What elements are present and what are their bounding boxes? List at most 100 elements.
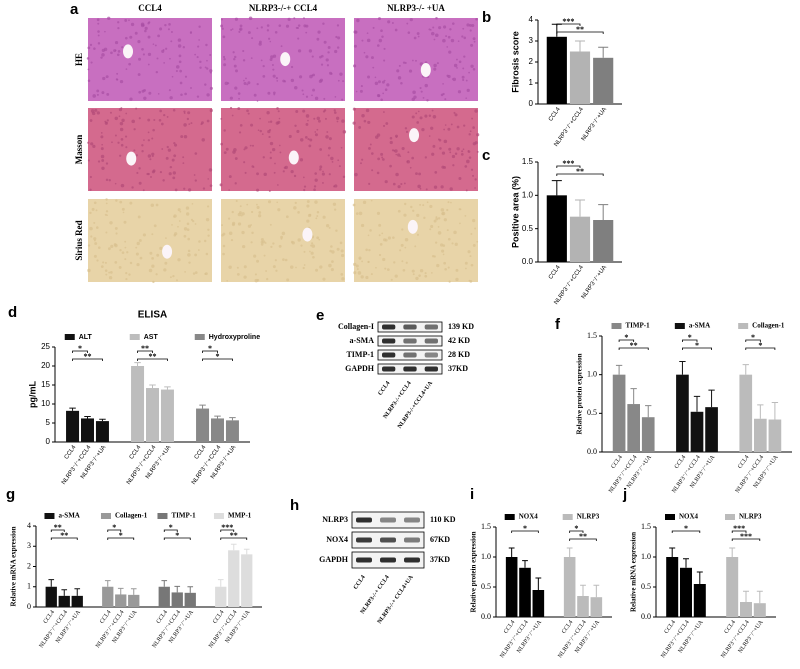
texture: [314, 131, 317, 133]
texture: [435, 241, 438, 244]
texture: [228, 189, 230, 191]
texture: [206, 119, 210, 123]
texture: [303, 264, 306, 266]
texture: [238, 30, 241, 33]
texture: [417, 110, 420, 113]
texture: [136, 262, 140, 267]
texture: [164, 261, 168, 265]
texture: [374, 81, 379, 86]
bar: [95, 421, 109, 442]
texture: [178, 54, 182, 58]
texture: [470, 64, 474, 68]
texture: [366, 38, 371, 43]
texture: [114, 260, 118, 264]
error-bar: [117, 587, 124, 595]
texture: [89, 226, 93, 231]
texture: [160, 122, 164, 126]
texture: [336, 120, 339, 123]
texture: [446, 208, 449, 212]
texture: [458, 60, 462, 64]
texture: [256, 83, 259, 86]
bar: [590, 597, 603, 617]
texture: [341, 98, 344, 101]
texture: [352, 121, 356, 125]
bar: [726, 557, 739, 617]
texture: [306, 219, 310, 223]
texture: [368, 182, 371, 185]
texture: [259, 129, 263, 133]
y-tick-label: 0.5: [481, 582, 491, 591]
texture: [250, 241, 253, 244]
bar: [171, 592, 183, 607]
texture: [251, 210, 254, 214]
texture: [124, 240, 127, 243]
texture: [141, 144, 144, 147]
texture: [165, 237, 167, 240]
legend-swatch: [562, 514, 573, 520]
texture: [100, 56, 103, 59]
histology-image: [88, 199, 212, 282]
texture: [419, 203, 422, 206]
texture: [256, 27, 259, 30]
texture: [187, 237, 191, 241]
texture: [331, 250, 335, 254]
protein-label: GAPDH: [319, 555, 349, 564]
significance-label: *: [574, 524, 578, 533]
texture: [305, 24, 309, 28]
texture: [361, 39, 364, 42]
significance-bracket: [72, 358, 103, 361]
texture: [96, 89, 100, 93]
legend-label: ALT: [79, 334, 93, 341]
texture: [190, 87, 192, 89]
texture: [192, 272, 196, 275]
texture: [100, 147, 104, 151]
texture: [143, 96, 147, 100]
texture: [272, 74, 276, 78]
texture: [270, 245, 273, 248]
texture: [262, 156, 265, 159]
texture: [275, 77, 278, 80]
texture: [355, 90, 358, 93]
texture: [440, 208, 445, 212]
texture: [155, 203, 159, 207]
significance-bracket: [569, 530, 584, 533]
x-tick-label: NLRP3⁻/⁻+UA: [581, 107, 608, 143]
texture: [406, 22, 409, 25]
texture: [155, 70, 159, 74]
texture: [378, 80, 381, 84]
error-bar: [164, 386, 171, 390]
texture: [228, 265, 232, 269]
texture: [391, 149, 395, 152]
texture: [415, 112, 418, 115]
texture: [467, 150, 471, 153]
texture: [108, 276, 113, 280]
texture: [187, 188, 192, 192]
texture: [226, 279, 228, 282]
texture: [247, 224, 252, 228]
significance-label: *: [624, 333, 628, 342]
texture: [87, 68, 90, 71]
texture: [167, 28, 170, 31]
texture: [301, 89, 304, 92]
texture: [122, 211, 125, 214]
texture: [147, 52, 152, 57]
texture: [413, 36, 417, 40]
y-axis-label: Fibrosis score: [510, 31, 520, 93]
size-label: 37KD: [430, 555, 450, 564]
texture: [208, 168, 213, 172]
bar: [158, 586, 170, 607]
texture: [275, 269, 278, 272]
protein-label: NOX4: [326, 535, 348, 544]
texture: [431, 272, 433, 274]
significance-bracket: [682, 339, 698, 342]
histology-image: [354, 199, 478, 282]
significance-label: *: [208, 344, 212, 353]
texture: [405, 130, 409, 134]
texture: [240, 214, 243, 217]
texture: [114, 243, 118, 248]
y-tick-label: 0.5: [641, 582, 651, 591]
texture: [169, 96, 173, 100]
band: [424, 324, 438, 330]
significance-bracket: [50, 529, 65, 532]
significance-label: **: [84, 352, 92, 361]
